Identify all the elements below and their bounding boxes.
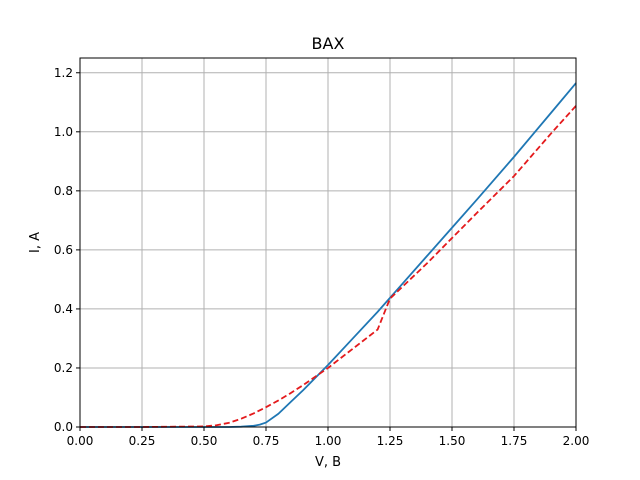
x-tick-label: 0.75 — [253, 434, 280, 448]
x-tick-label: 1.00 — [315, 434, 342, 448]
chart-title: ВАХ — [312, 34, 345, 53]
x-tick-label: 1.50 — [439, 434, 466, 448]
y-tick-label: 0.0 — [54, 420, 73, 434]
x-tick-label: 0.50 — [191, 434, 218, 448]
series-line-dashed — [80, 105, 577, 428]
y-tick-label: 0.8 — [54, 184, 73, 198]
y-tick-label: 0.4 — [54, 302, 73, 316]
y-tick-label: 0.6 — [54, 243, 73, 257]
x-tick-label: 0.00 — [67, 434, 94, 448]
x-axis: 0.00 0.25 0.50 0.75 1.00 1.25 1.50 1.75 2.00 — [67, 427, 590, 448]
grid — [79, 58, 577, 428]
x-tick-label: 2.00 — [563, 434, 590, 448]
x-tick-label: 0.25 — [129, 434, 156, 448]
y-axis-label: I, A — [28, 232, 43, 253]
x-tick-label: 1.25 — [377, 434, 404, 448]
y-tick-label: 0.2 — [54, 361, 73, 375]
y-axis: 0.0 0.2 0.4 0.6 0.8 1.0 1.2 — [54, 66, 80, 434]
x-axis-label: V, В — [315, 455, 341, 470]
y-tick-label: 1.0 — [54, 125, 73, 139]
y-tick-label: 1.2 — [54, 66, 73, 80]
x-tick-label: 1.75 — [501, 434, 528, 448]
